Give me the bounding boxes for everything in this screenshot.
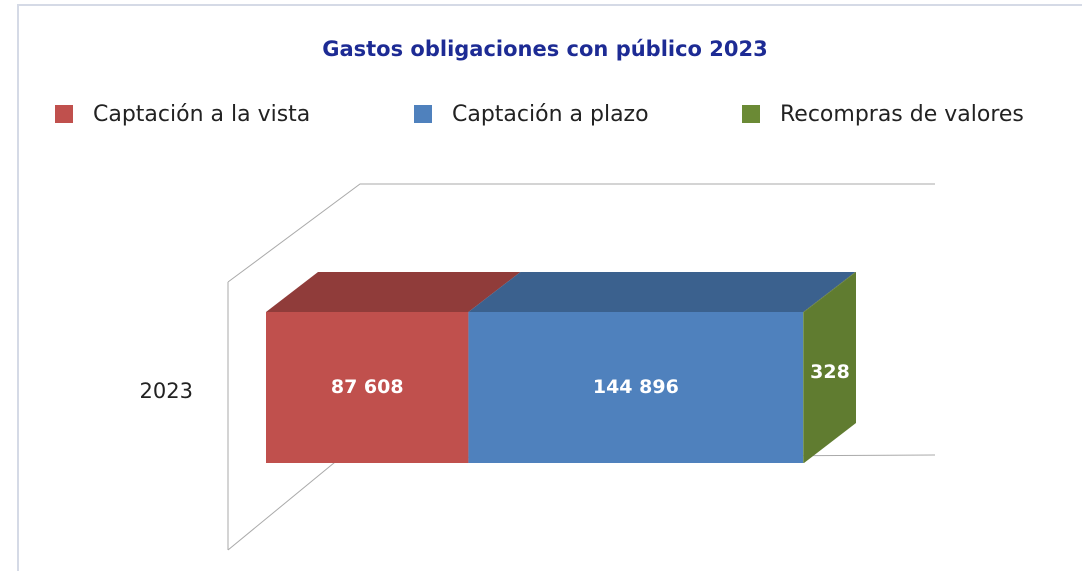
legend-label: Captación a plazo: [452, 102, 649, 127]
bar-top: [803, 272, 856, 312]
bar: [803, 312, 804, 463]
bar-top: [266, 272, 521, 312]
legend-swatch: [414, 105, 432, 123]
value-label: 328: [810, 361, 850, 383]
legend-swatch: [55, 105, 73, 123]
y-tick-label: 2023: [140, 379, 193, 403]
bar-side: [804, 272, 856, 463]
legend-label: Recompras de valores: [780, 102, 1024, 127]
legend-label: Captación a la vista: [93, 102, 310, 127]
legend-swatch: [742, 105, 760, 123]
bar: [468, 312, 804, 463]
value-label: 87 608: [331, 376, 404, 398]
bar: [266, 312, 469, 463]
chart-title: Gastos obligaciones con público 2023: [322, 37, 768, 61]
value-label: 144 896: [593, 376, 679, 398]
bar-top: [468, 272, 856, 312]
